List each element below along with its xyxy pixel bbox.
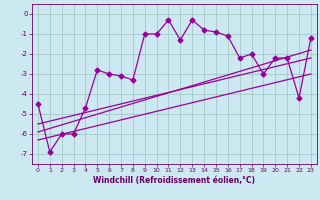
X-axis label: Windchill (Refroidissement éolien,°C): Windchill (Refroidissement éolien,°C) xyxy=(93,176,255,185)
